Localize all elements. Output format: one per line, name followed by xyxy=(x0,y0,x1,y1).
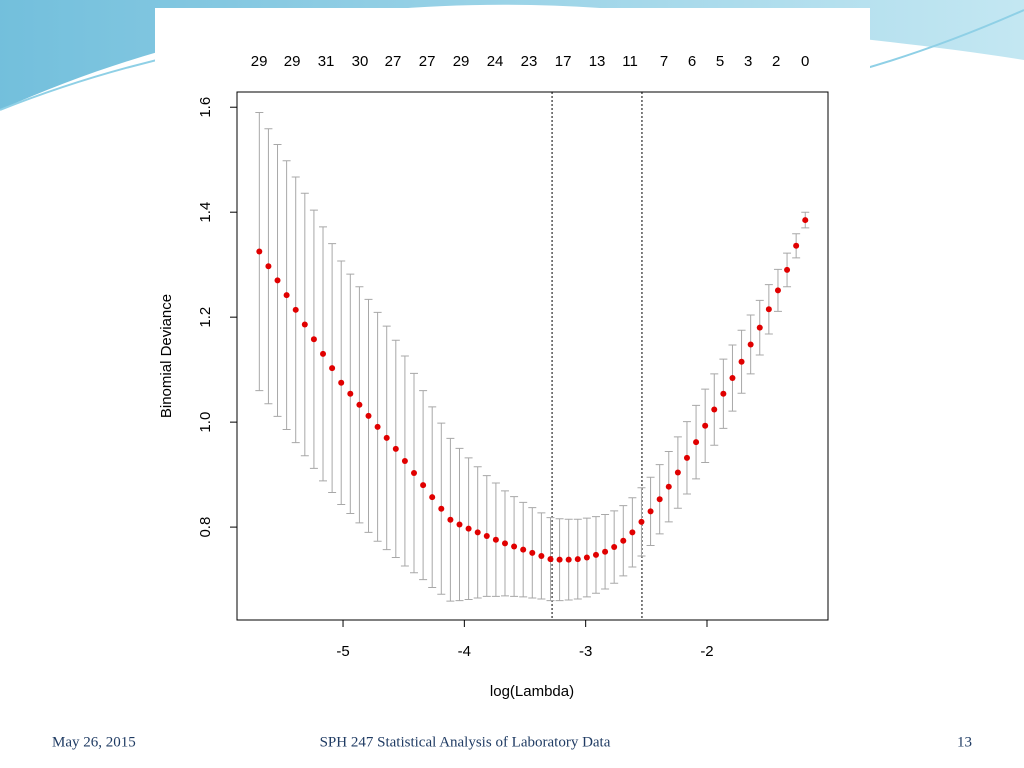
footer-title: SPH 247 Statistical Analysis of Laborato… xyxy=(320,734,611,750)
point xyxy=(256,248,263,255)
top-tick-label: 0 xyxy=(801,53,809,70)
point xyxy=(374,423,381,430)
point xyxy=(483,533,490,540)
point xyxy=(501,540,508,547)
point xyxy=(784,266,791,273)
top-tick-label: 7 xyxy=(660,53,668,70)
point xyxy=(310,336,317,343)
point xyxy=(420,482,427,489)
top-tick-label: 6 xyxy=(688,53,696,70)
footer-date: May 26, 2015 xyxy=(52,734,136,750)
top-tick-label: 3 xyxy=(744,53,752,70)
y-tick-label: 1.6 xyxy=(197,97,214,118)
point xyxy=(411,470,418,477)
y-tick-label: 1.2 xyxy=(197,307,214,328)
x-axis-label: log(Lambda) xyxy=(490,683,574,700)
point xyxy=(347,390,354,397)
point xyxy=(620,537,627,544)
top-tick-label: 29 xyxy=(453,53,470,70)
point xyxy=(602,548,609,555)
point xyxy=(292,306,299,313)
y-axis-label: Binomial Deviance xyxy=(158,294,175,418)
point xyxy=(511,543,518,550)
point xyxy=(520,546,527,553)
point xyxy=(447,516,454,523)
point xyxy=(356,401,363,408)
point xyxy=(729,375,736,382)
point xyxy=(474,529,481,536)
point xyxy=(683,454,690,461)
point xyxy=(365,412,372,419)
point xyxy=(383,434,390,441)
top-tick-label: 29 xyxy=(251,53,268,70)
point xyxy=(656,496,663,503)
y-tick-label: 1.0 xyxy=(197,412,214,433)
point xyxy=(565,556,572,563)
chart-image xyxy=(155,8,870,725)
point xyxy=(538,552,545,559)
point xyxy=(429,494,436,501)
top-tick-label: 23 xyxy=(521,53,538,70)
top-tick-label: 30 xyxy=(352,53,369,70)
point xyxy=(674,469,681,476)
x-tick-label: -4 xyxy=(458,643,471,660)
top-tick-label: 27 xyxy=(419,53,436,70)
top-tick-label: 11 xyxy=(622,53,638,70)
point xyxy=(401,457,408,464)
point xyxy=(702,422,709,429)
y-tick-label: 0.8 xyxy=(197,517,214,538)
top-tick-label: 13 xyxy=(589,53,606,70)
point xyxy=(611,544,618,551)
point xyxy=(647,508,654,515)
y-tick-label: 1.4 xyxy=(197,202,214,223)
top-tick-label: 31 xyxy=(318,53,335,70)
point xyxy=(456,521,463,528)
top-tick-label: 29 xyxy=(284,53,301,70)
point xyxy=(756,324,763,331)
top-tick-label: 5 xyxy=(716,53,724,70)
point xyxy=(693,439,700,446)
point xyxy=(747,341,754,348)
point xyxy=(592,551,599,558)
x-tick-label: -5 xyxy=(336,643,349,660)
top-tick-label: 27 xyxy=(385,53,402,70)
point xyxy=(329,365,336,372)
point xyxy=(574,556,581,563)
x-tick-label: -3 xyxy=(579,643,592,660)
point xyxy=(583,554,590,561)
top-tick-label: 24 xyxy=(487,53,504,70)
point xyxy=(529,549,536,556)
point xyxy=(793,242,800,249)
point xyxy=(720,390,727,397)
point xyxy=(320,350,327,357)
point xyxy=(629,529,636,536)
plot-frame xyxy=(236,91,829,621)
point xyxy=(274,277,281,284)
point xyxy=(283,292,290,299)
top-tick-label: 17 xyxy=(555,53,572,70)
point xyxy=(738,358,745,365)
point xyxy=(338,379,345,386)
point xyxy=(438,505,445,512)
point xyxy=(392,445,399,452)
point xyxy=(711,406,718,413)
point xyxy=(774,287,781,294)
point xyxy=(665,483,672,490)
point xyxy=(492,536,499,543)
point xyxy=(547,556,554,563)
point xyxy=(556,556,563,563)
top-tick-label: 2 xyxy=(772,53,780,70)
point xyxy=(301,321,308,328)
point xyxy=(465,525,472,532)
point xyxy=(638,518,645,525)
page-number: 13 xyxy=(957,734,972,750)
x-tick-label: -2 xyxy=(700,643,713,660)
point xyxy=(265,263,272,270)
point xyxy=(765,306,772,313)
point xyxy=(802,217,809,224)
